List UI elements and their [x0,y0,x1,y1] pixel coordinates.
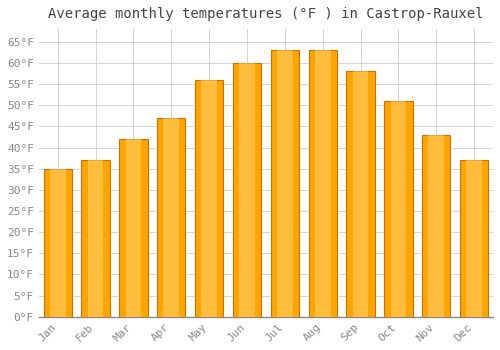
Bar [270,50,299,317]
Bar [277,50,292,317]
Bar [157,118,186,317]
Bar [384,101,412,317]
Bar [88,160,104,317]
Bar [126,139,141,317]
Bar [50,169,66,317]
Bar [82,160,110,317]
Bar [119,139,148,317]
Bar [353,71,368,317]
Bar [346,71,375,317]
Bar [202,80,217,317]
Bar [460,160,488,317]
Bar [315,50,330,317]
Bar [308,50,337,317]
Bar [422,135,450,317]
Bar [239,63,255,317]
Bar [195,80,224,317]
Bar [44,169,72,317]
Bar [164,118,179,317]
Title: Average monthly temperatures (°F ) in Castrop-Rauxel: Average monthly temperatures (°F ) in Ca… [48,7,484,21]
Bar [390,101,406,317]
Bar [466,160,482,317]
Bar [233,63,261,317]
Bar [428,135,444,317]
